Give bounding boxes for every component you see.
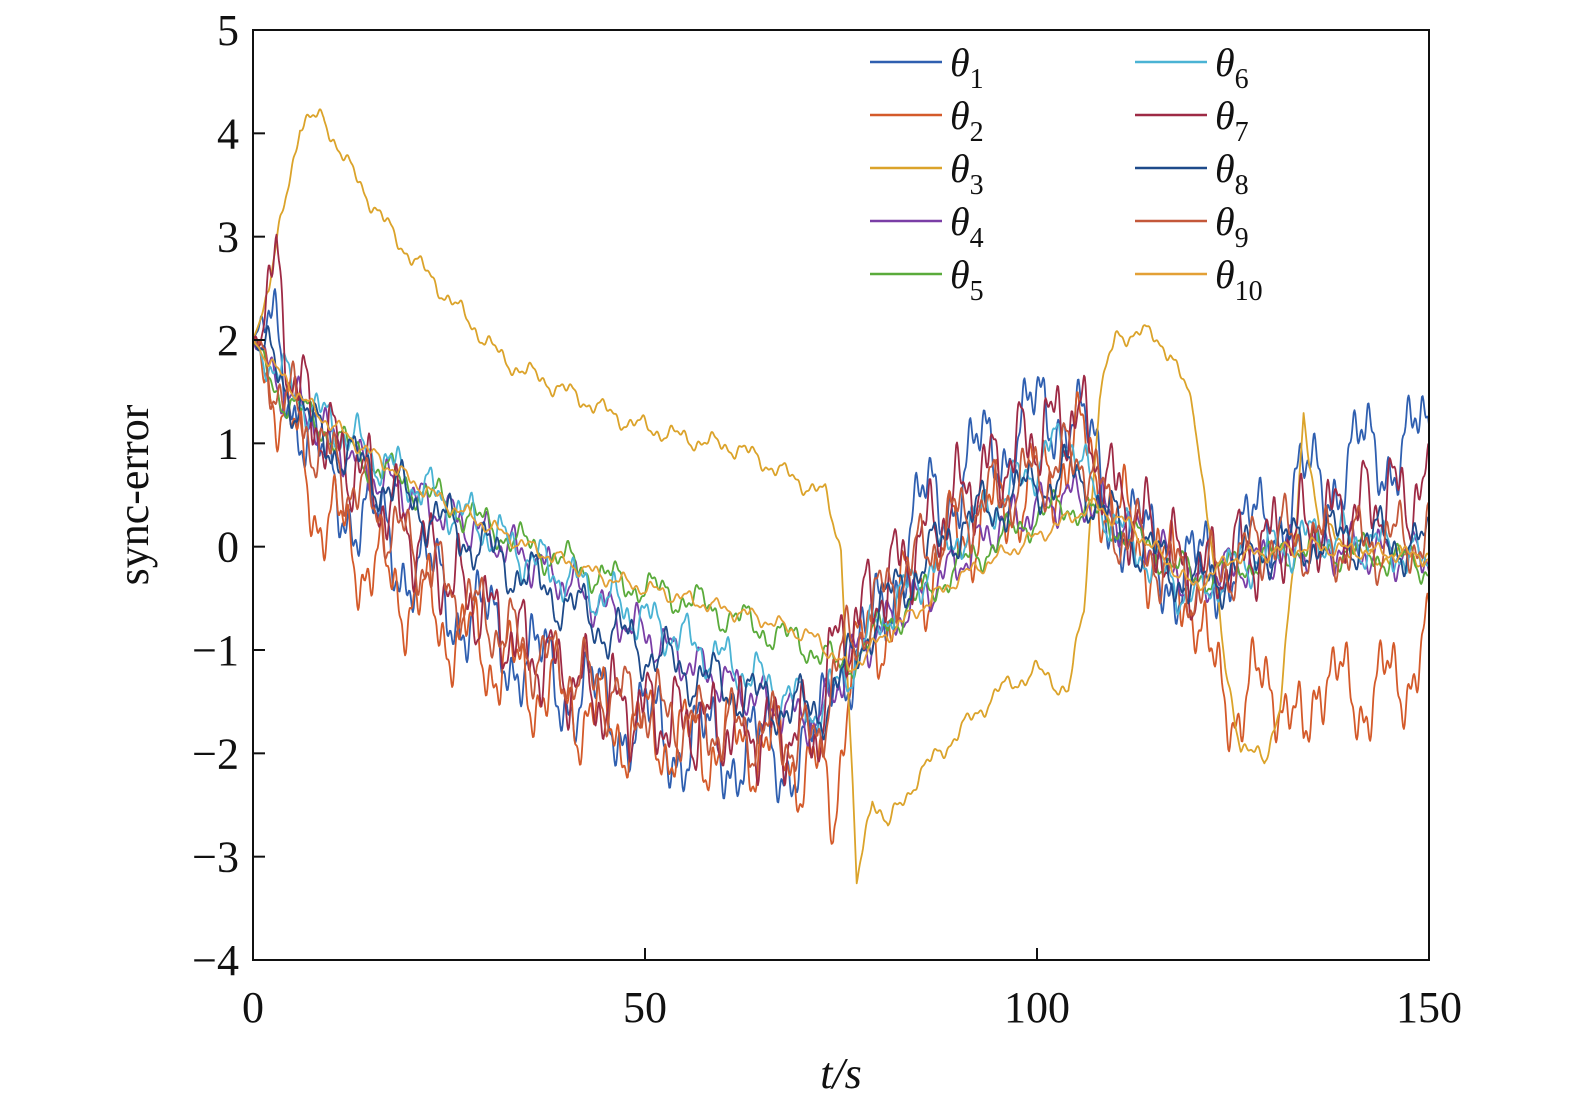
legend-label: θ2: [950, 93, 984, 148]
legend-label-base: θ: [1215, 252, 1235, 297]
y-tick-label: 0: [217, 523, 239, 572]
legend-label-subscript: 8: [1235, 170, 1249, 201]
legend-label: θ8: [1215, 146, 1249, 201]
legend-label: θ4: [950, 199, 984, 254]
y-tick-label: 4: [217, 109, 239, 158]
legend-label-subscript: 9: [1235, 223, 1249, 254]
x-tick-label: 50: [623, 983, 667, 1032]
legend-label-subscript: 2: [970, 117, 984, 148]
legend-label-base: θ: [950, 146, 970, 191]
y-tick-label: 1: [217, 419, 239, 468]
y-tick-label: 3: [217, 213, 239, 262]
series-line: [252, 339, 1430, 673]
y-tick-label: −4: [192, 936, 239, 985]
legend-label: θ6: [1215, 40, 1249, 95]
legend-label: θ1: [950, 40, 984, 95]
series-line: [252, 337, 1430, 845]
y-tick-label: −2: [192, 729, 239, 778]
series-line: [252, 233, 1430, 787]
legend-label-base: θ: [1215, 93, 1235, 138]
legend-label: θ7: [1215, 93, 1249, 148]
y-tick-label: 5: [217, 6, 239, 55]
legend-label-base: θ: [1215, 146, 1235, 191]
legend-label-base: θ: [950, 93, 970, 138]
legend-label-base: θ: [1215, 199, 1235, 244]
series-line: [252, 339, 1430, 772]
x-axis-label: t/s: [820, 1049, 862, 1098]
series-layer: [252, 108, 1430, 885]
y-tick-label: 2: [217, 316, 239, 365]
legend-label-subscript: 10: [1235, 276, 1263, 307]
legend-label-subscript: 4: [970, 223, 984, 254]
x-tick-label: 0: [242, 983, 264, 1032]
legend-label: θ5: [950, 252, 984, 307]
y-tick-label: −1: [192, 626, 239, 675]
x-tick-label: 150: [1396, 983, 1462, 1032]
y-tick-label: −3: [192, 833, 239, 882]
legend-label-base: θ: [1215, 40, 1235, 85]
series-line: [252, 339, 1430, 747]
legend-label: θ9: [1215, 199, 1249, 254]
y-axis-label: sync-error: [109, 404, 158, 585]
x-tick-label: 100: [1004, 983, 1070, 1032]
legend-label-base: θ: [950, 199, 970, 244]
legend-label: θ3: [950, 146, 984, 201]
legend-label-subscript: 3: [970, 170, 984, 201]
series-line: [252, 108, 1430, 885]
legend-label-subscript: 5: [970, 276, 984, 307]
legend-label-base: θ: [950, 40, 970, 85]
legend-label-subscript: 7: [1235, 117, 1249, 148]
legend-label: θ10: [1215, 252, 1263, 307]
legend-label-subscript: 6: [1235, 64, 1249, 95]
legend-label-base: θ: [950, 252, 970, 297]
series-line: [252, 325, 1430, 741]
legend-label-subscript: 1: [970, 64, 984, 95]
plot-frame: [252, 29, 1430, 961]
